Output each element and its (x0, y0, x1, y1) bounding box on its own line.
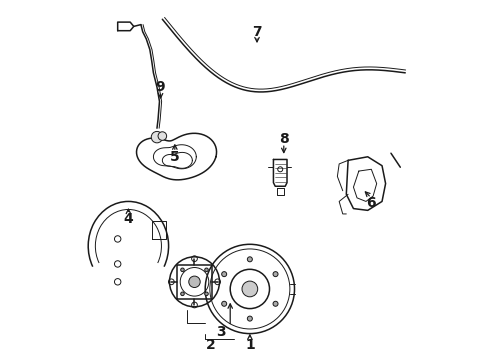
Circle shape (247, 257, 252, 262)
Text: 7: 7 (252, 25, 261, 39)
Text: 8: 8 (278, 132, 288, 146)
Circle shape (204, 292, 208, 296)
Text: 6: 6 (366, 196, 375, 210)
Circle shape (221, 301, 226, 306)
Text: 9: 9 (155, 80, 165, 94)
Text: 5: 5 (170, 150, 180, 164)
Circle shape (272, 272, 278, 276)
Circle shape (151, 131, 163, 143)
Circle shape (247, 316, 252, 321)
Circle shape (181, 268, 184, 271)
Circle shape (221, 272, 226, 276)
Text: 3: 3 (216, 325, 225, 339)
Circle shape (188, 276, 200, 288)
Circle shape (204, 268, 208, 271)
Text: 2: 2 (205, 338, 215, 352)
Circle shape (158, 132, 166, 140)
Text: 4: 4 (123, 212, 133, 226)
Circle shape (272, 301, 278, 306)
Circle shape (242, 281, 257, 297)
Circle shape (181, 292, 184, 296)
Text: 1: 1 (244, 338, 254, 352)
